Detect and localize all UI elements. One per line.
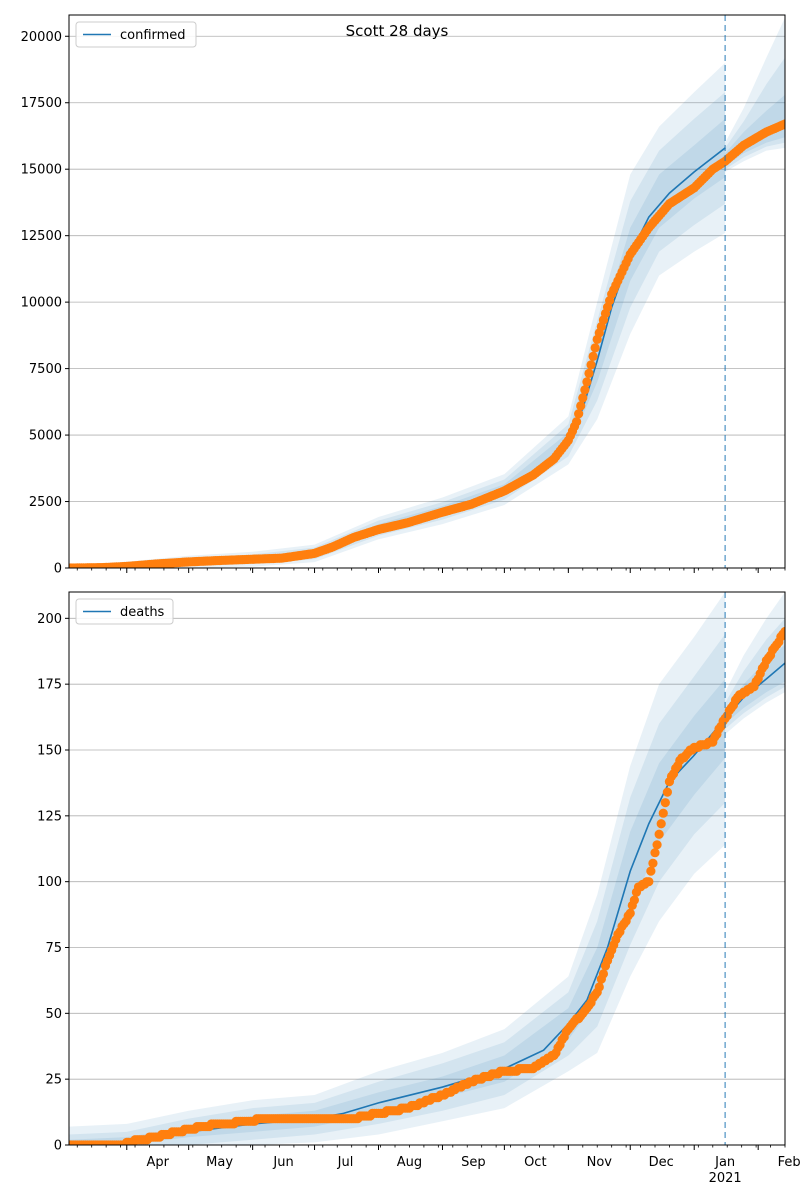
y-tick-label: 7500 [29, 362, 62, 377]
confirmed-observed-point [780, 119, 785, 129]
confirmed-observed-point [582, 377, 592, 387]
confirmed-observed-point [578, 393, 588, 403]
y-tick-label: 10000 [21, 296, 62, 311]
deaths-observed-point [625, 908, 635, 918]
deaths-observed-point [598, 969, 609, 979]
deaths-observed-point [650, 848, 660, 858]
deaths-observed-point [644, 877, 654, 887]
legend-box [75, 598, 174, 625]
deaths-observed-point [780, 626, 785, 637]
y-tick-label: 15000 [21, 163, 62, 178]
y-tick-label: 50 [45, 1007, 62, 1022]
y-tick-label: 17500 [21, 96, 62, 111]
y-tick-label: 2500 [29, 495, 62, 510]
y-tick-label: 0 [54, 562, 62, 577]
deaths-plot-area [69, 592, 785, 1145]
axes-frame [68, 14, 786, 569]
deaths-panel: 0 25 50 75 100 125 150 175 200 Apr May Jun Jul Aug Sep… [37, 591, 800, 1186]
chart-title: Scott 28 days [346, 22, 449, 40]
uncertainty-band [69, 592, 726, 1145]
confirmed-observed-point [584, 368, 594, 378]
legend-label: deaths [120, 605, 165, 620]
confirmed-observed-point [580, 385, 590, 395]
y-tick-label: 75 [45, 941, 62, 956]
deaths-observed-point [654, 829, 664, 839]
x-tick-label: Sep [461, 1155, 486, 1170]
y-tick-label: 0 [54, 1139, 62, 1154]
deaths-observed-point [629, 895, 639, 905]
deaths-observed-point [660, 798, 670, 808]
confirmed-observed-point [586, 360, 596, 370]
y-tick-label: 20000 [21, 30, 62, 45]
x-tick-label: Dec [649, 1155, 674, 1170]
x-tick-label: Jan [714, 1155, 735, 1170]
deaths-observed-point [656, 819, 666, 829]
y-tick-label: 25 [45, 1073, 62, 1088]
deaths-observed-point [648, 858, 658, 868]
y-tick-label: 150 [37, 744, 62, 759]
y-tick-label: 5000 [29, 429, 62, 444]
uncertainty-band [69, 634, 726, 1145]
x-year-label: 2021 [709, 1171, 742, 1186]
y-tick-label: 100 [37, 875, 62, 890]
axes-frame [68, 591, 786, 1146]
y-tick-label: 12500 [21, 229, 62, 244]
x-tick-label: May [206, 1155, 233, 1170]
x-tick-label: Feb [778, 1155, 800, 1170]
x-tick-label: Oct [524, 1155, 546, 1170]
uncertainty-band [69, 678, 726, 1145]
confirmed-observed-point [576, 401, 586, 411]
confirmed-observed-point [588, 351, 598, 361]
uncertainty-band [69, 118, 726, 568]
x-tick-label: Jun [272, 1155, 293, 1170]
forecast-band [725, 57, 785, 170]
legend-label: confirmed [120, 28, 186, 43]
legend-box [75, 21, 197, 48]
deaths-observed-point [594, 982, 604, 992]
y-tick-label: 125 [37, 809, 62, 824]
confirmed-legend: confirmed [75, 21, 197, 48]
deaths-legend: deaths [75, 598, 174, 625]
confirmed-panel: 0 2500 5000 7500 10000 12500 15000 17500 20000 co… [21, 14, 786, 577]
confirmed-observed-point [590, 343, 600, 353]
confirmed-plot-area [69, 17, 785, 568]
y-tick-label: 175 [37, 678, 62, 693]
x-tick-label: Aug [397, 1155, 422, 1170]
confirmed-observed-point [571, 417, 582, 427]
deaths-observed-point [662, 787, 672, 797]
deaths-observed-point [646, 866, 656, 876]
deaths-observed-point [652, 840, 662, 850]
uncertainty-band [69, 62, 726, 568]
x-tick-label: Jul [337, 1155, 354, 1170]
y-tick-label: 200 [37, 612, 62, 627]
deaths-observed-point [658, 808, 668, 818]
confirmed-observed-point [574, 409, 584, 419]
x-tick-label: Apr [146, 1155, 169, 1170]
x-tick-label: Nov [587, 1155, 613, 1170]
